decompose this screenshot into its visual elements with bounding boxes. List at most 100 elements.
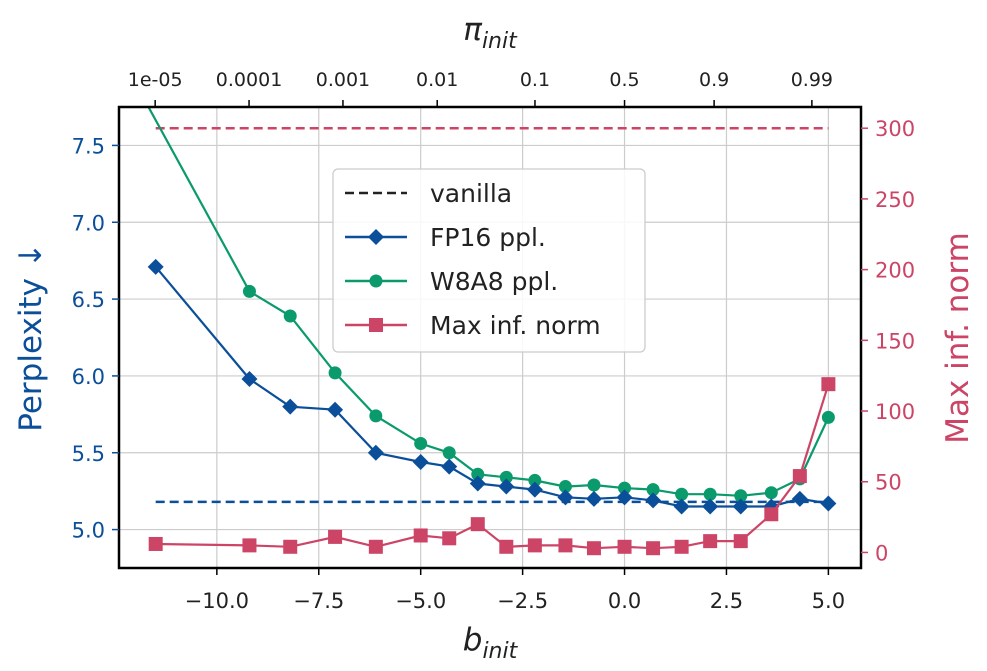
series-layer [147, 107, 837, 556]
point-w8a8-5 [414, 437, 428, 451]
point-w8a8-10 [558, 480, 572, 494]
x-tick-label-5: 2.5 [710, 589, 743, 613]
point-norm-14 [674, 539, 689, 554]
point-w8a8-19 [821, 410, 835, 424]
y-right-tick-label-2: 100 [875, 400, 915, 424]
y-right-tick-label-4: 200 [875, 259, 915, 283]
point-fp16-18 [791, 490, 808, 507]
point-w8a8-2 [283, 309, 297, 323]
point-w8a8-11 [587, 478, 601, 492]
y-right-tick-label-6: 300 [875, 117, 915, 141]
point-fp16-7 [469, 475, 486, 492]
point-norm-18 [792, 469, 807, 484]
legend-vanilla-label: vanilla [430, 179, 512, 208]
point-norm-13 [646, 541, 661, 556]
y-left-tick-label-0: 5.0 [72, 519, 105, 543]
point-w8a8-8 [499, 470, 513, 484]
point-fp16-5 [412, 453, 429, 470]
top-tick-label-6: 0.9 [699, 69, 729, 91]
top-tick-label-7: 0.99 [791, 69, 833, 91]
top-tick-label-2: 0.001 [316, 69, 370, 91]
point-fp16-12 [616, 489, 633, 506]
x-tick-label-1: −7.5 [293, 589, 344, 613]
legend-box [332, 168, 646, 353]
y-left-tick-label-3: 6.5 [72, 288, 105, 312]
point-fp16-11 [585, 490, 602, 507]
y-right-tick-label-1: 50 [875, 471, 902, 495]
y-left-tick-label-2: 6.0 [72, 365, 105, 389]
point-w8a8-3 [328, 366, 342, 380]
series-norm [148, 377, 836, 556]
point-norm-8 [499, 539, 514, 554]
reference-lines [155, 126, 829, 504]
point-norm-10 [558, 538, 573, 553]
point-fp16-10 [557, 489, 574, 506]
top-tick-label-3: 0.01 [416, 69, 458, 91]
point-w8a8-13 [646, 483, 660, 497]
x-tick-label-2: −5.0 [395, 589, 446, 613]
y-left-tick-label-4: 7.0 [72, 211, 105, 235]
point-fp16-9 [526, 481, 543, 498]
legend-norm-marker [369, 318, 383, 332]
point-w8a8-1 [242, 284, 256, 298]
point-fp16-19 [820, 495, 837, 512]
point-norm-1 [242, 538, 257, 553]
legend-fp16-label: FP16 ppl. [430, 223, 546, 252]
top-tick-label-1: 0.0001 [216, 69, 282, 91]
x-tick-label-0: −10.0 [185, 589, 249, 613]
x-axis-ticks: −10.0 −7.5 −5.0 −2.5 0.0 2.5 5.0 [185, 568, 845, 613]
point-fp16-1 [241, 370, 258, 387]
top-tick-label-5: 0.5 [609, 69, 639, 91]
point-fp16-13 [645, 492, 662, 509]
point-norm-6 [442, 531, 457, 546]
point-w8a8-6 [442, 446, 456, 460]
point-w8a8-12 [618, 481, 632, 495]
point-w8a8-17 [764, 486, 778, 500]
point-w8a8-4 [369, 409, 383, 423]
legend-w8a8-marker [369, 274, 383, 288]
top-tick-label-0: 1e-05 [128, 69, 183, 91]
y-right-title: Max inf. norm [940, 232, 976, 444]
point-fp16-16 [732, 498, 749, 515]
legend-w8a8-label: W8A8 ppl. [430, 267, 558, 296]
point-norm-12 [617, 539, 632, 554]
point-w8a8-7 [471, 467, 485, 481]
point-fp16-15 [702, 498, 719, 515]
y-left-ticks: 5.0 5.5 6.0 6.5 7.0 7.5 [72, 134, 119, 543]
top-axis-ticks: 1e-05 0.0001 0.001 0.01 0.1 0.5 0.9 0.99 [128, 69, 833, 107]
point-norm-0 [148, 536, 163, 551]
y-left-tick-label-5: 7.5 [72, 134, 105, 158]
point-fp16-14 [673, 498, 690, 515]
point-w8a8-14 [675, 487, 689, 501]
point-fp16-8 [498, 478, 515, 495]
point-fp16-0 [147, 258, 164, 275]
legend: vanilla FP16 ppl. W8A8 ppl. Max inf. nor… [332, 168, 646, 353]
legend-fp16-marker [368, 229, 384, 245]
y-left-title: Perplexity ↓ [13, 242, 49, 432]
point-norm-9 [527, 538, 542, 553]
x-tick-label-3: −2.5 [497, 589, 548, 613]
point-norm-4 [368, 539, 383, 554]
point-norm-7 [470, 517, 485, 532]
x-tick-label-6: 5.0 [812, 589, 845, 613]
y-right-tick-label-0: 0 [875, 541, 888, 565]
point-norm-19 [821, 377, 836, 392]
point-norm-3 [328, 529, 343, 544]
x-tick-label-4: 0.0 [608, 589, 641, 613]
point-w8a8-9 [528, 473, 542, 487]
point-norm-16 [733, 534, 748, 549]
series-line-norm [155, 383, 830, 550]
point-fp16-4 [367, 444, 384, 461]
y-right-tick-label-5: 250 [875, 188, 915, 212]
plot-frame [117, 105, 863, 570]
series-fp16 [147, 258, 837, 515]
point-norm-2 [283, 539, 298, 554]
x-axis-title: binit [463, 622, 519, 664]
point-fp16-2 [282, 398, 299, 415]
point-norm-15 [703, 534, 718, 549]
top-tick-label-4: 0.1 [520, 69, 550, 91]
point-w8a8-15 [703, 487, 717, 501]
y-right-ticks: 0 50 100 150 200 250 300 [861, 117, 915, 565]
point-norm-5 [413, 528, 428, 543]
